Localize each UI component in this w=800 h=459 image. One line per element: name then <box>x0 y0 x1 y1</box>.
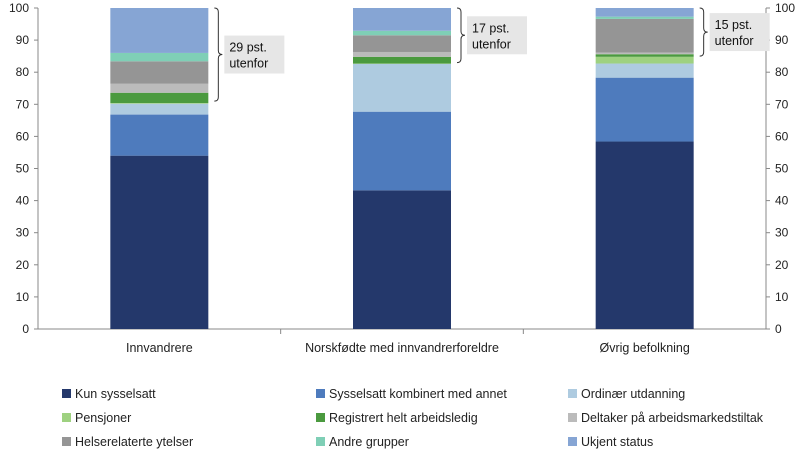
bar-segment <box>596 142 694 329</box>
annotation-text: utenfor <box>472 37 511 51</box>
annotation-text: 17 pst. <box>472 21 510 35</box>
y-tick-label-right: 10 <box>775 290 789 304</box>
bar-segment <box>596 19 694 53</box>
y-tick-label-right: 60 <box>775 129 789 143</box>
legend-label: Helserelaterte ytelser <box>75 435 193 449</box>
annotation-text: 15 pst. <box>715 18 753 32</box>
bar-segment <box>353 35 451 52</box>
legend-swatch <box>316 389 325 398</box>
bar-segment <box>110 93 208 103</box>
legend-swatch <box>568 437 577 446</box>
y-tick-label-left: 100 <box>9 1 29 15</box>
y-tick-label-right: 20 <box>775 258 789 272</box>
legend-swatch <box>316 437 325 446</box>
legend-label: Ordinær utdanning <box>581 387 685 401</box>
legend-label: Deltaker på arbeidsmarkedstiltak <box>581 411 764 425</box>
y-tick-label-left: 10 <box>16 290 30 304</box>
legend-label: Kun sysselsatt <box>75 387 156 401</box>
bar-segment <box>110 8 208 53</box>
legend-swatch <box>568 413 577 422</box>
legend-label: Registrert helt arbeidsledig <box>329 411 478 425</box>
bar-segment <box>353 64 451 112</box>
annotation-text: utenfor <box>229 57 268 71</box>
y-tick-label-right: 50 <box>775 162 789 176</box>
bar-segment <box>596 53 694 55</box>
bar-segment <box>596 57 694 64</box>
x-tick-label: Øvrig befolkning <box>600 341 690 355</box>
x-tick-label: Norskfødte med innvandrerforeldre <box>305 341 499 355</box>
bar-segment <box>110 84 208 93</box>
legend-label: Andre grupper <box>329 435 409 449</box>
x-tick-label: Innvandrere <box>126 341 193 355</box>
annotation-bracket <box>457 8 465 63</box>
legend-swatch <box>62 389 71 398</box>
legend-swatch <box>316 413 325 422</box>
annotation-text: 29 pst. <box>229 41 267 55</box>
legend-swatch <box>568 389 577 398</box>
bar-segment <box>596 78 694 142</box>
bar-segment <box>110 61 208 83</box>
y-tick-label-left: 50 <box>16 162 30 176</box>
y-tick-label-right: 0 <box>775 322 782 336</box>
legend-swatch <box>62 413 71 422</box>
y-tick-label-right: 80 <box>775 65 789 79</box>
bar-segment <box>353 190 451 329</box>
y-tick-label-left: 60 <box>16 129 30 143</box>
y-tick-label-right: 90 <box>775 33 789 47</box>
bar-segment <box>596 64 694 78</box>
y-tick-label-left: 70 <box>16 97 30 111</box>
bar-segment <box>596 8 694 17</box>
bar-segment <box>110 104 208 115</box>
bar-segment <box>110 53 208 61</box>
annotation-text: utenfor <box>715 34 754 48</box>
bar-segment <box>353 112 451 191</box>
legend: Kun sysselsatt Sysselsatt kombinert med a… <box>62 387 764 449</box>
y-tick-label-right: 70 <box>775 97 789 111</box>
legend-label: Sysselsatt kombinert med annet <box>329 387 507 401</box>
legend-label: Pensjoner <box>75 411 131 425</box>
bar-segment <box>353 57 451 64</box>
annotation-bracket <box>700 8 708 56</box>
y-tick-label-right: 100 <box>775 1 795 15</box>
bar-segment <box>353 8 451 31</box>
bars-group <box>110 8 693 329</box>
bar-segment <box>353 52 451 57</box>
legend-label: Ukjent status <box>581 435 653 449</box>
annotation-bracket <box>214 8 222 101</box>
y-tick-label-left: 40 <box>16 194 30 208</box>
bar-segment <box>353 31 451 35</box>
y-tick-label-left: 30 <box>16 226 30 240</box>
y-tick-label-left: 0 <box>22 322 29 336</box>
bar-segment <box>110 103 208 104</box>
bar-segment <box>596 17 694 19</box>
bar-segment <box>110 115 208 156</box>
bar-segment <box>596 54 694 57</box>
bar-segment <box>110 156 208 329</box>
y-tick-label-left: 80 <box>16 65 30 79</box>
y-tick-label-right: 30 <box>775 226 789 240</box>
y-tick-label-right: 40 <box>775 194 789 208</box>
y-tick-label-left: 90 <box>16 33 30 47</box>
y-tick-label-left: 20 <box>16 258 30 272</box>
legend-swatch <box>62 437 71 446</box>
